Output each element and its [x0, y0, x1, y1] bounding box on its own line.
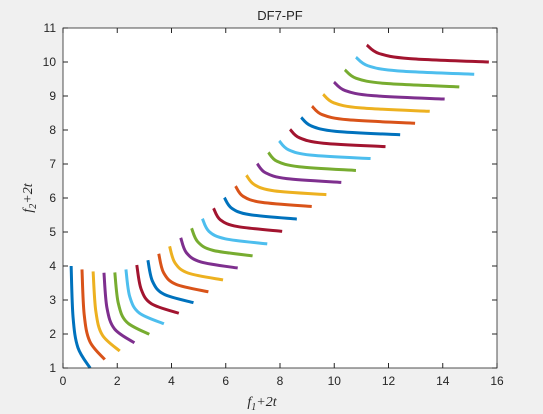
pareto-front-line	[124, 269, 165, 326]
pareto-front-line	[365, 43, 489, 64]
x-tick-label: 6	[222, 374, 229, 388]
x-tick-label: 2	[114, 374, 121, 388]
pareto-front-line	[135, 264, 180, 315]
pareto-front-line	[157, 253, 209, 294]
pareto-front-line	[212, 207, 283, 233]
pareto-front-line	[245, 174, 327, 197]
y-tick-label: 7	[49, 157, 56, 171]
pareto-front-line	[168, 245, 224, 282]
pareto-front-line	[69, 265, 92, 369]
axes-box	[62, 27, 498, 369]
pareto-front-line	[354, 56, 475, 76]
x-tick-label: 4	[168, 374, 175, 388]
pareto-front-line	[179, 237, 238, 270]
pareto-front-line	[102, 272, 136, 345]
pareto-front-line	[332, 80, 445, 101]
pareto-front-line	[256, 162, 342, 184]
y-tick-label: 8	[49, 123, 56, 137]
x-tick-label: 0	[60, 374, 67, 388]
axes-background	[63, 28, 497, 368]
pareto-front-line	[80, 269, 106, 361]
x-tick-label: 12	[382, 374, 396, 388]
x-tick-label: 10	[328, 374, 342, 388]
y-axis-label: f2+2t	[21, 182, 39, 212]
x-label-part: f	[247, 395, 253, 410]
pareto-front-line	[223, 196, 297, 221]
pareto-front-line	[310, 105, 416, 125]
y-label-part: 2	[28, 204, 39, 209]
pareto-front-line	[113, 272, 150, 336]
y-tick-label: 4	[49, 259, 56, 273]
chart-title: DF7-PF	[257, 8, 303, 23]
x-tick-label: 14	[436, 374, 450, 388]
x-tick-label: 16	[490, 374, 504, 388]
y-tick-label: 1	[49, 361, 56, 375]
x-axis-label: f1+2t	[247, 395, 277, 413]
y-label-part: +2t	[21, 182, 36, 203]
x-label-part: 1	[251, 402, 256, 413]
y-tick-label: 9	[49, 89, 56, 103]
pareto-front-line	[201, 218, 268, 246]
pareto-front-line	[267, 151, 357, 172]
pareto-front-line	[278, 139, 371, 161]
pareto-front-line	[322, 93, 430, 113]
pareto-front-line	[91, 271, 121, 353]
pareto-front-line	[300, 116, 401, 137]
pareto-front-line	[234, 185, 312, 208]
y-tick-label: 6	[49, 191, 56, 205]
y-tick-label: 3	[49, 293, 56, 307]
y-tick-label: 2	[49, 327, 56, 341]
y-tick-label: 10	[43, 55, 57, 69]
pareto-front-line	[343, 68, 460, 89]
pareto-front-line	[288, 128, 386, 149]
pareto-front-line	[190, 227, 253, 258]
x-label-part: +2t	[256, 395, 277, 410]
x-tick-label: 8	[277, 374, 284, 388]
y-label-part: f	[21, 207, 36, 213]
y-tick-label: 11	[44, 21, 57, 35]
pareto-front-line	[146, 259, 194, 305]
y-tick-label: 5	[49, 225, 56, 239]
